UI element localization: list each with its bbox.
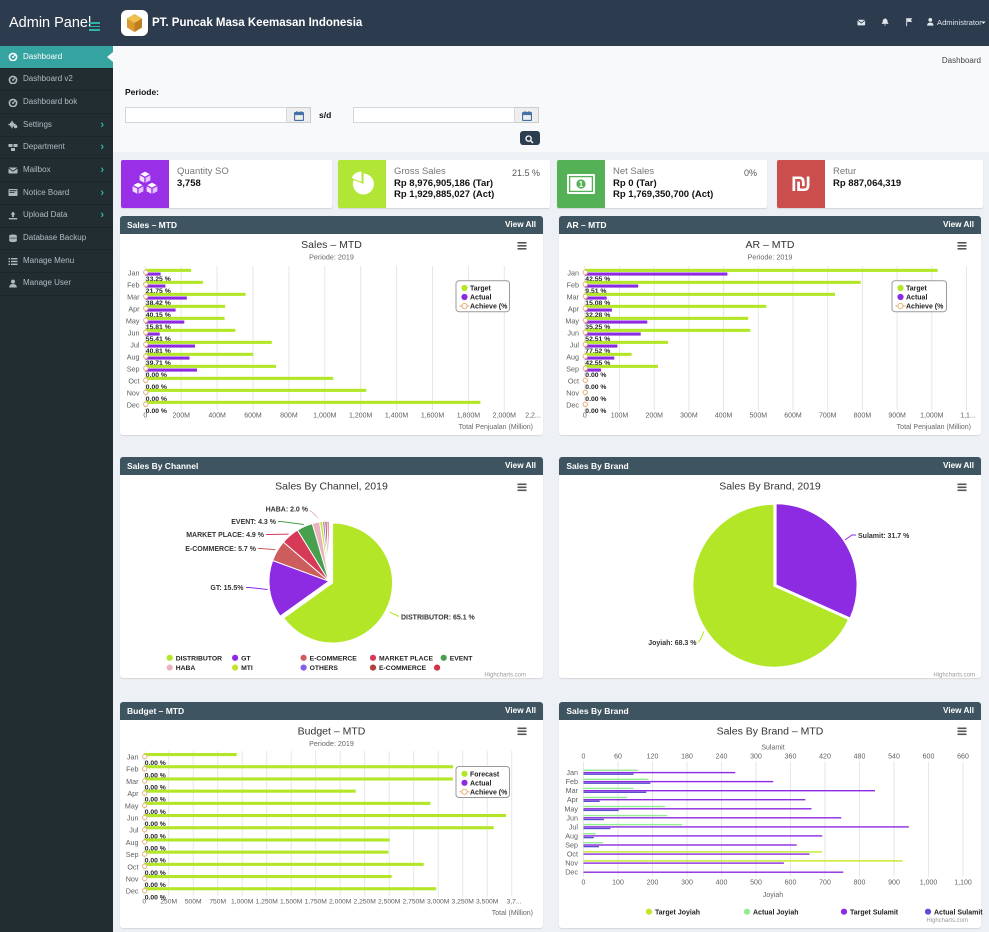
svg-text:Administrator: Administrator — [937, 18, 982, 27]
svg-text:1: 1 — [579, 179, 584, 188]
